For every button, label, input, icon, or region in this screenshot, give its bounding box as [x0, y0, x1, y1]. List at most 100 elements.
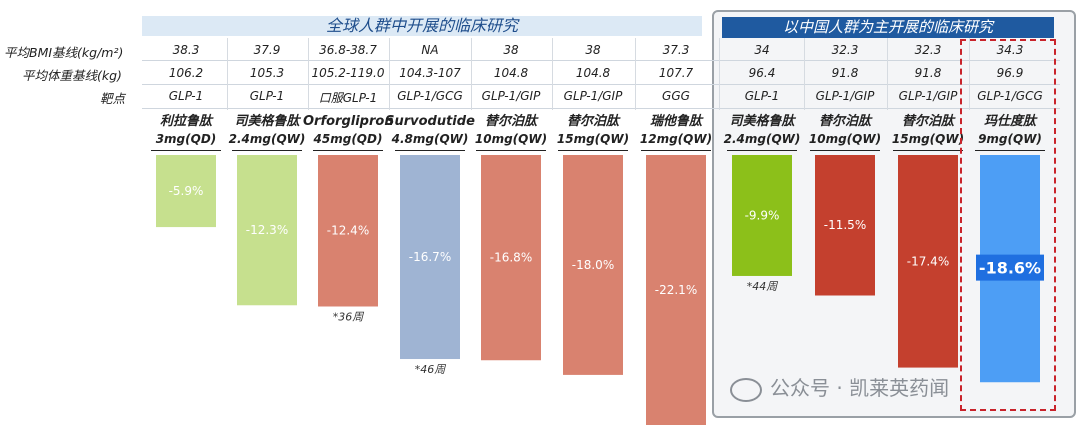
- drug-name: 替尔泊肽: [566, 114, 619, 129]
- drug-dose: 15mg(QW): [556, 132, 630, 146]
- column-separator: [471, 38, 472, 110]
- weight-cell: 107.7: [658, 66, 694, 80]
- drug-name: 司美格鲁肽: [729, 114, 795, 129]
- drug-underline: [893, 150, 963, 151]
- target-cell: GLP-1/GIP: [481, 89, 541, 103]
- drug-dose: 15mg(QW): [891, 132, 965, 146]
- column-separator: [227, 38, 228, 110]
- bar: [646, 155, 706, 425]
- row-separator: [142, 84, 1060, 85]
- weight-cell: 104.8: [493, 66, 529, 80]
- drug-name: Survodutide: [385, 114, 475, 129]
- data-label: -16.8%: [490, 251, 532, 265]
- bar: [563, 155, 623, 375]
- row-separator: [142, 108, 1060, 109]
- data-label: -18.0%: [572, 258, 614, 272]
- target-cell: 口服GLP-1: [318, 91, 378, 105]
- watermark: 公众号 · 凯莱英药闻: [730, 372, 949, 402]
- data-label: -5.9%: [169, 184, 204, 198]
- target-cell: GLP-1: [168, 89, 204, 103]
- bar: [318, 155, 378, 307]
- drug-underline: [975, 150, 1045, 151]
- bmi-cell: 37.9: [253, 43, 281, 57]
- bmi-row-label: 平均BMI基线(kg/m²): [4, 45, 124, 60]
- global-study-header-text: 全球人群中开展的临床研究: [325, 16, 518, 35]
- drug-underline: [313, 150, 383, 151]
- bmi-cell: 32.3: [831, 43, 859, 57]
- bmi-cell: 36.8-38.7: [319, 43, 377, 57]
- wechat-icon: [730, 377, 762, 402]
- data-label: -18.6%: [979, 259, 1041, 278]
- bmi-cell: 37.3: [662, 43, 690, 57]
- drug-dose: 10mg(QW): [808, 132, 882, 146]
- highlight-label-bg: [976, 254, 1044, 281]
- drug-name: 替尔泊肽: [901, 114, 954, 129]
- drug-dose: 2.4mg(QW): [228, 132, 306, 146]
- target-cell: GGG: [662, 89, 690, 103]
- bmi-cell: 38: [585, 43, 601, 57]
- drug-name: 替尔泊肽: [484, 114, 537, 129]
- data-label: -16.7%: [409, 250, 451, 264]
- watermark-text: 公众号 · 凯莱英药闻: [770, 376, 950, 400]
- global-study-header: 全球人群中开展的临床研究: [142, 16, 702, 36]
- drug-dose: 45mg(QD): [313, 132, 383, 146]
- bar: [400, 155, 460, 360]
- bmi-cell: 32.3: [914, 43, 942, 57]
- target-cell: GLP-1: [249, 89, 285, 103]
- column-separator: [389, 38, 390, 110]
- bar-footnote: *46周: [415, 363, 446, 376]
- drug-name: 玛仕度肽: [983, 114, 1036, 129]
- drug-dose: 12mg(QW): [639, 132, 713, 146]
- column-separator: [804, 38, 805, 110]
- bar-footnote: *44周: [747, 280, 778, 293]
- china-study-header: 以中国人群为主开展的临床研究: [722, 17, 1054, 38]
- weight-cell: 91.8: [914, 66, 942, 80]
- column-separator: [719, 38, 720, 110]
- drug-dose: 9mg(QW): [978, 132, 1042, 146]
- column-separator: [635, 38, 636, 110]
- bmi-cell: 34.3: [996, 43, 1024, 57]
- column-separator: [308, 38, 309, 110]
- target-cell: GLP-1: [744, 89, 780, 103]
- bmi-cell: NA: [421, 43, 439, 57]
- drug-underline: [232, 150, 302, 151]
- weight-cell: 104.8: [575, 66, 611, 80]
- data-label: -12.4%: [327, 224, 369, 238]
- drug-name: 利拉鲁肽: [159, 114, 212, 129]
- weight-row-label: 平均体重基线(kg): [22, 68, 122, 83]
- target-cell: GLP-1/GIP: [898, 89, 958, 103]
- drug-underline: [395, 150, 465, 151]
- bar: [732, 155, 792, 276]
- bmi-cell: 38.3: [172, 43, 200, 57]
- china-study-header-text: 以中国人群为主开展的临床研究: [782, 18, 993, 36]
- column-separator: [887, 38, 888, 110]
- data-label: -9.9%: [745, 208, 780, 222]
- weight-cell: 105.3: [249, 66, 285, 80]
- column-separator: [552, 38, 553, 110]
- bar: [156, 155, 216, 228]
- target-cell: GLP-1/GIP: [563, 89, 623, 103]
- drug-name: 司美格鲁肽: [234, 114, 300, 129]
- weight-cell: 96.9: [996, 66, 1024, 80]
- data-label: -12.3%: [246, 223, 288, 237]
- drug-underline: [151, 150, 221, 151]
- drug-dose: 2.4mg(QW): [723, 132, 801, 146]
- drug-underline: [810, 150, 880, 151]
- data-label: -17.4%: [907, 254, 949, 268]
- data-label: -22.1%: [655, 283, 697, 297]
- row-separator: [142, 60, 1060, 61]
- drug-underline: [558, 150, 628, 151]
- drug-dose: 10mg(QW): [474, 132, 548, 146]
- data-label: -11.5%: [824, 218, 866, 232]
- drug-name: Orforglipron: [303, 114, 394, 129]
- weight-cell: 91.8: [831, 66, 859, 80]
- weight-cell: 106.2: [168, 66, 204, 80]
- drug-underline: [641, 150, 711, 151]
- drug-name: 瑞他鲁肽: [649, 114, 702, 129]
- weight-cell: 105.2-119.0: [311, 66, 385, 80]
- bar: [237, 155, 297, 306]
- bar: [815, 155, 875, 296]
- highlight-box: [960, 39, 1056, 411]
- bar: [481, 155, 541, 361]
- drug-name: 替尔泊肽: [818, 114, 871, 129]
